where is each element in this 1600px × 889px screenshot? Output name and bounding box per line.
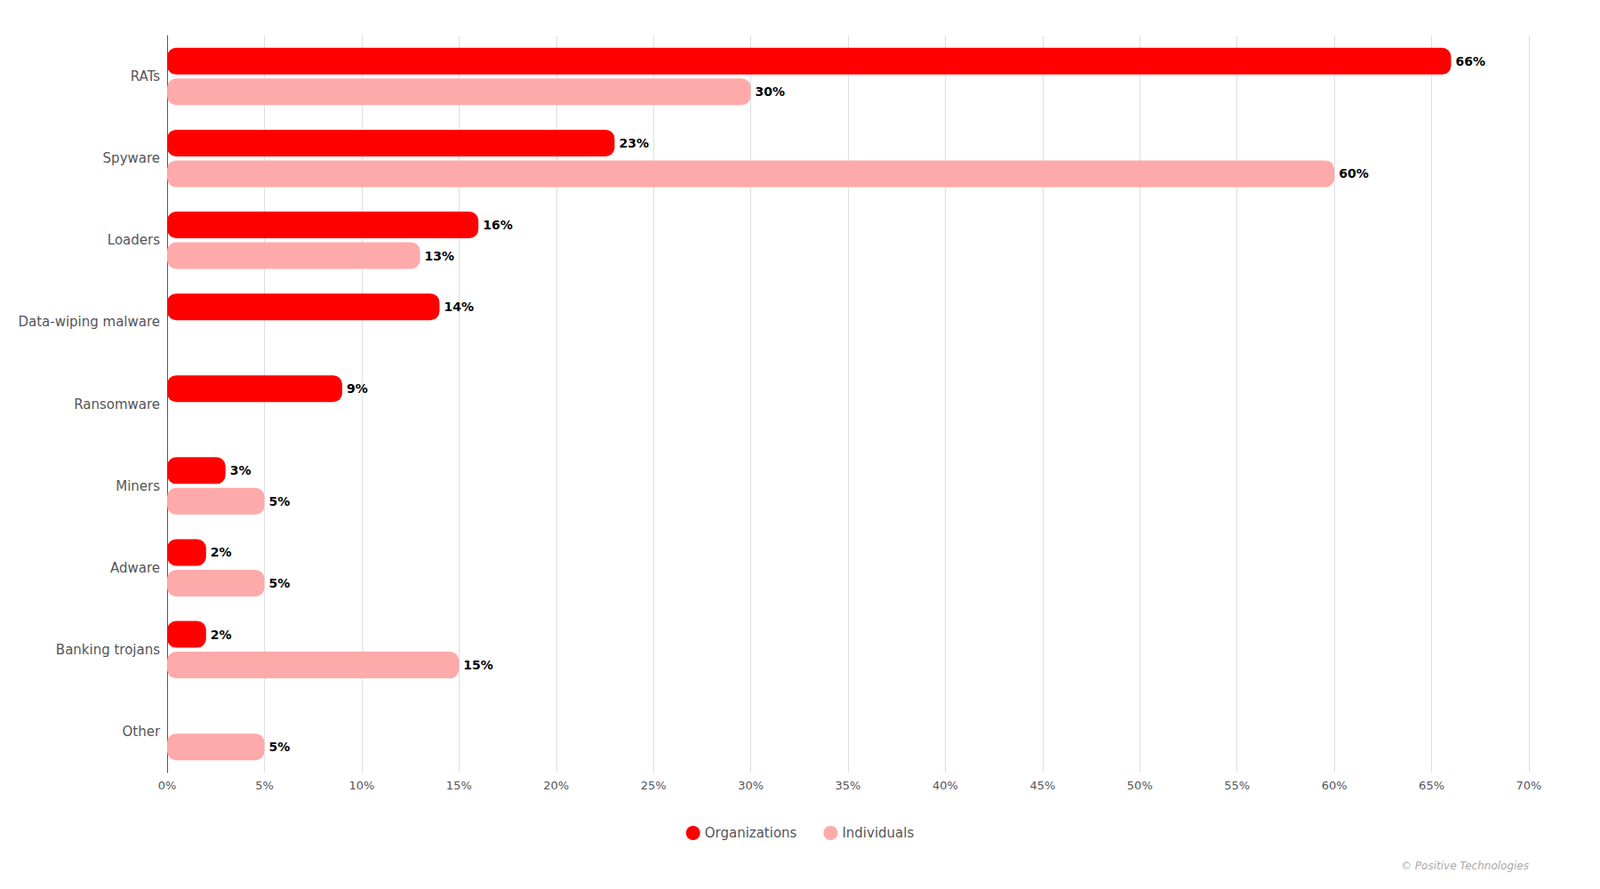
svg-text:5%: 5% — [268, 739, 290, 754]
svg-text:16%: 16% — [482, 217, 513, 232]
svg-text:25%: 25% — [640, 778, 667, 792]
svg-text:Spyware: Spyware — [103, 150, 160, 167]
svg-text:3%: 3% — [230, 463, 252, 478]
svg-text:14%: 14% — [443, 299, 474, 314]
svg-text:2%: 2% — [210, 544, 232, 560]
svg-text:Loaders: Loaders — [107, 232, 160, 248]
svg-text:Data-wiping malware: Data-wiping malware — [17, 313, 160, 330]
svg-text:5%: 5% — [268, 576, 290, 591]
svg-text:23%: 23% — [618, 136, 649, 151]
svg-text:55%: 55% — [1224, 778, 1250, 792]
svg-text:45%: 45% — [1029, 778, 1056, 792]
svg-text:30%: 30% — [755, 84, 786, 99]
svg-text:20%: 20% — [543, 778, 569, 792]
svg-text:10%: 10% — [348, 778, 375, 792]
svg-text:5%: 5% — [268, 494, 290, 509]
svg-text:Organizations: Organizations — [704, 824, 798, 841]
svg-text:35%: 35% — [835, 778, 862, 792]
svg-text:Banking trojans: Banking trojans — [56, 641, 160, 658]
svg-text:40%: 40% — [932, 778, 959, 792]
svg-text:15%: 15% — [446, 778, 472, 792]
svg-text:Ransomware: Ransomware — [73, 396, 160, 413]
svg-text:Other: Other — [121, 723, 160, 740]
svg-text:9%: 9% — [346, 381, 368, 396]
svg-text:5%: 5% — [255, 778, 274, 792]
svg-text:60%: 60% — [1338, 166, 1369, 181]
svg-text:RATs: RATs — [130, 68, 161, 85]
svg-text:0%: 0% — [158, 778, 177, 792]
svg-text:Individuals: Individuals — [841, 824, 914, 841]
svg-text:60%: 60% — [1321, 778, 1348, 792]
svg-text:70%: 70% — [1516, 778, 1543, 792]
svg-text:© Positive Technologies: © Positive Technologies — [1400, 859, 1529, 872]
svg-text:13%: 13% — [424, 248, 456, 264]
svg-text:Miners: Miners — [115, 478, 160, 495]
svg-text:Adware: Adware — [110, 560, 160, 576]
svg-text:66%: 66% — [1455, 54, 1486, 69]
svg-text:30%: 30% — [737, 778, 764, 792]
svg-text:2%: 2% — [210, 627, 232, 642]
svg-text:15%: 15% — [463, 657, 494, 672]
svg-text:50%: 50% — [1127, 778, 1153, 792]
svg-text:65%: 65% — [1418, 778, 1445, 792]
